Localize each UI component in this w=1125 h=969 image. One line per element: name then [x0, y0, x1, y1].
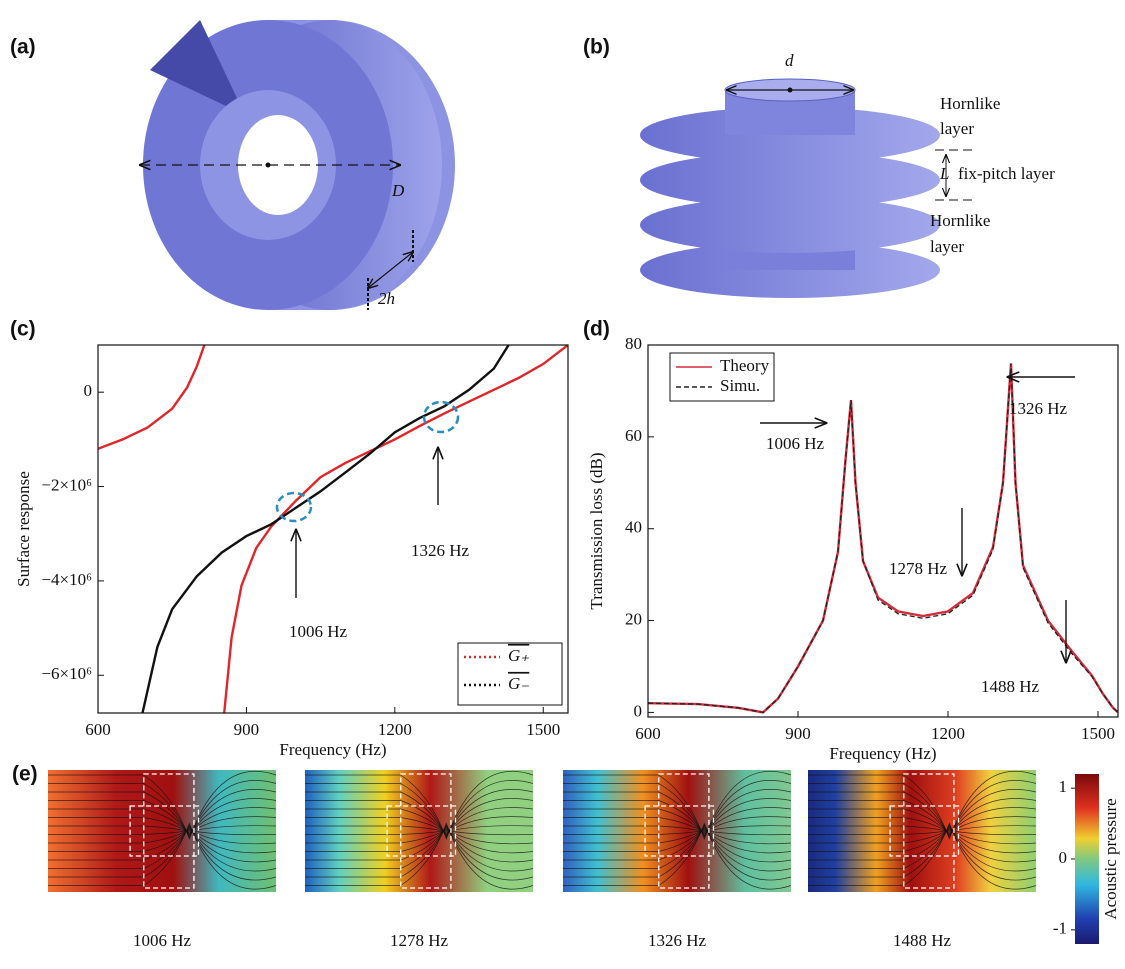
center-dot: [788, 88, 793, 93]
layer-label: fix-pitch layer: [958, 164, 1055, 183]
dim-label: d: [785, 51, 794, 70]
y-tick-label: 20: [625, 609, 642, 628]
annotation: 1326 Hz: [411, 541, 470, 560]
x-axis-label: Frequency (Hz): [279, 740, 386, 759]
panel-b: (b) d Hornlike layer L fix-pitch layer H…: [583, 36, 1055, 298]
dim-label: L: [939, 164, 949, 183]
layer-label: Hornlike: [940, 94, 1000, 113]
dim-label: D: [391, 181, 405, 200]
legend-label: G₊: [508, 646, 529, 665]
layer-label: layer: [940, 119, 974, 138]
x-tick-label: 600: [635, 724, 661, 743]
field-map: [808, 770, 1036, 892]
y-tick-label: 0: [84, 381, 93, 400]
field-map: [305, 770, 533, 892]
highlight-circle: [277, 493, 311, 521]
annotation: 1278 Hz: [889, 559, 948, 578]
field-map: [563, 770, 791, 892]
annotation: 1006 Hz: [766, 434, 825, 453]
x-tick-label: 1200: [931, 724, 965, 743]
x-tick-label: 900: [785, 724, 811, 743]
legend-label: Theory: [720, 356, 770, 375]
frequency-label: 1326 Hz: [648, 931, 707, 950]
panel-label: (c): [10, 318, 36, 341]
panel-e: (e) 1006 Hz 1278 Hz 1326 Hz 1488 Hz 1 0 -1 Acou…: [12, 763, 1120, 950]
highlight-circle: [424, 402, 458, 432]
annotation: 1006 Hz: [289, 622, 348, 641]
x-tick-label: 1200: [378, 720, 412, 739]
colorbar-tick-label: 0: [1059, 848, 1068, 867]
panel-label: (d): [583, 318, 610, 341]
field-map: [48, 770, 276, 892]
layer-label: Hornlike: [930, 211, 990, 230]
y-tick-label: 80: [625, 334, 642, 353]
series-line: [143, 345, 509, 713]
y-axis-label: Transmission loss (dB): [587, 452, 606, 609]
colorbar-tick-label: 1: [1059, 777, 1068, 796]
colorbar-tick-label: -1: [1053, 919, 1067, 938]
panel-label: (e): [12, 763, 38, 786]
y-tick-label: −6×10⁶: [41, 664, 92, 683]
y-tick-label: 0: [634, 701, 643, 720]
y-tick-label: −2×10⁶: [41, 475, 92, 494]
frequency-label: 1278 Hz: [390, 931, 449, 950]
y-tick-label: 40: [625, 518, 642, 537]
colorbar: [1075, 774, 1099, 944]
frequency-label: 1006 Hz: [133, 931, 192, 950]
figure: (a) D 2h (b) d Hornlike layer L fix-pitc…: [0, 0, 1125, 969]
panel-label: (b): [583, 36, 610, 59]
x-tick-label: 1500: [1081, 724, 1115, 743]
x-tick-label: 1500: [526, 720, 560, 739]
colorbar-label: Acoustic pressure: [1101, 798, 1120, 919]
annotation: 1326 Hz: [1009, 399, 1068, 418]
chart: (d) 600 900 1200 1500 0 20 40 60 80 Frequency (Hz)…: [583, 318, 1118, 763]
center-dot: [266, 163, 271, 168]
dim-label: 2h: [378, 289, 395, 308]
panel-label: (a): [10, 36, 36, 59]
x-axis-label: Frequency (Hz): [829, 744, 936, 763]
y-tick-label: −4×10⁶: [41, 570, 92, 589]
legend-label: Simu.: [720, 376, 760, 395]
frequency-label: 1488 Hz: [893, 931, 952, 950]
x-tick-label: 900: [234, 720, 260, 739]
layer-label: layer: [930, 237, 964, 256]
y-tick-label: 60: [625, 426, 642, 445]
legend-label: G₋: [508, 674, 529, 693]
y-axis-label: Surface response: [14, 471, 33, 587]
annotation: 1488 Hz: [981, 677, 1040, 696]
panel-a: (a) D 2h: [10, 20, 455, 310]
chart: (c) 600 900 1200 1500 −6×10⁶ −4×10⁶ −2×10⁶ 0 Freq…: [10, 318, 568, 759]
x-tick-label: 600: [85, 720, 111, 739]
